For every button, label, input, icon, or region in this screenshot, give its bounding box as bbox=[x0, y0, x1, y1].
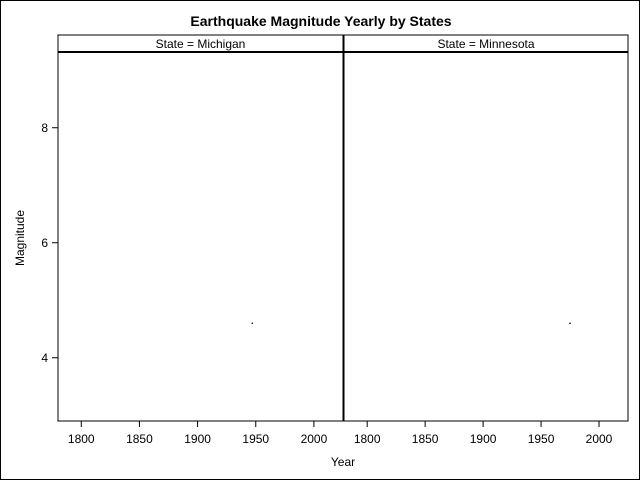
panel-1-frame bbox=[57, 34, 344, 422]
data-point bbox=[569, 322, 571, 325]
plot-layer: 4 6 8 State = Michigan 1800 1850 1900 1950 2000 S… bbox=[41, 34, 629, 446]
x-axis-label: Year bbox=[331, 455, 355, 469]
x-tick-label: 1850 bbox=[412, 432, 439, 446]
y-tick-label: 6 bbox=[41, 236, 48, 250]
data-point bbox=[251, 322, 254, 325]
panel-1-strip-label: State = Michigan bbox=[156, 37, 246, 51]
y-axis-label: Magnitude bbox=[13, 210, 27, 266]
y-tick-label: 8 bbox=[41, 121, 48, 135]
x-tick-label: 1900 bbox=[184, 432, 211, 446]
x-tick-label: 2000 bbox=[586, 432, 613, 446]
x-tick-label: 2000 bbox=[301, 432, 328, 446]
x-tick-label: 1800 bbox=[354, 432, 381, 446]
x-tick-label: 1900 bbox=[470, 432, 497, 446]
panel-2-strip-label: State = Minnesota bbox=[437, 37, 534, 51]
panel-2-frame bbox=[343, 34, 629, 422]
x-tick-label: 1800 bbox=[68, 432, 95, 446]
y-tick-label: 4 bbox=[41, 351, 48, 365]
x-tick-label: 1850 bbox=[126, 432, 153, 446]
x-tick-label: 1950 bbox=[242, 432, 269, 446]
x-tick-label: 1950 bbox=[528, 432, 555, 446]
chart-title: Earthquake Magnitude Yearly by States bbox=[190, 13, 451, 29]
